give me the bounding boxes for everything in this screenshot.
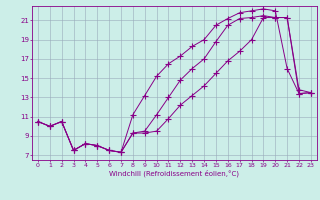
X-axis label: Windchill (Refroidissement éolien,°C): Windchill (Refroidissement éolien,°C) bbox=[109, 169, 239, 177]
